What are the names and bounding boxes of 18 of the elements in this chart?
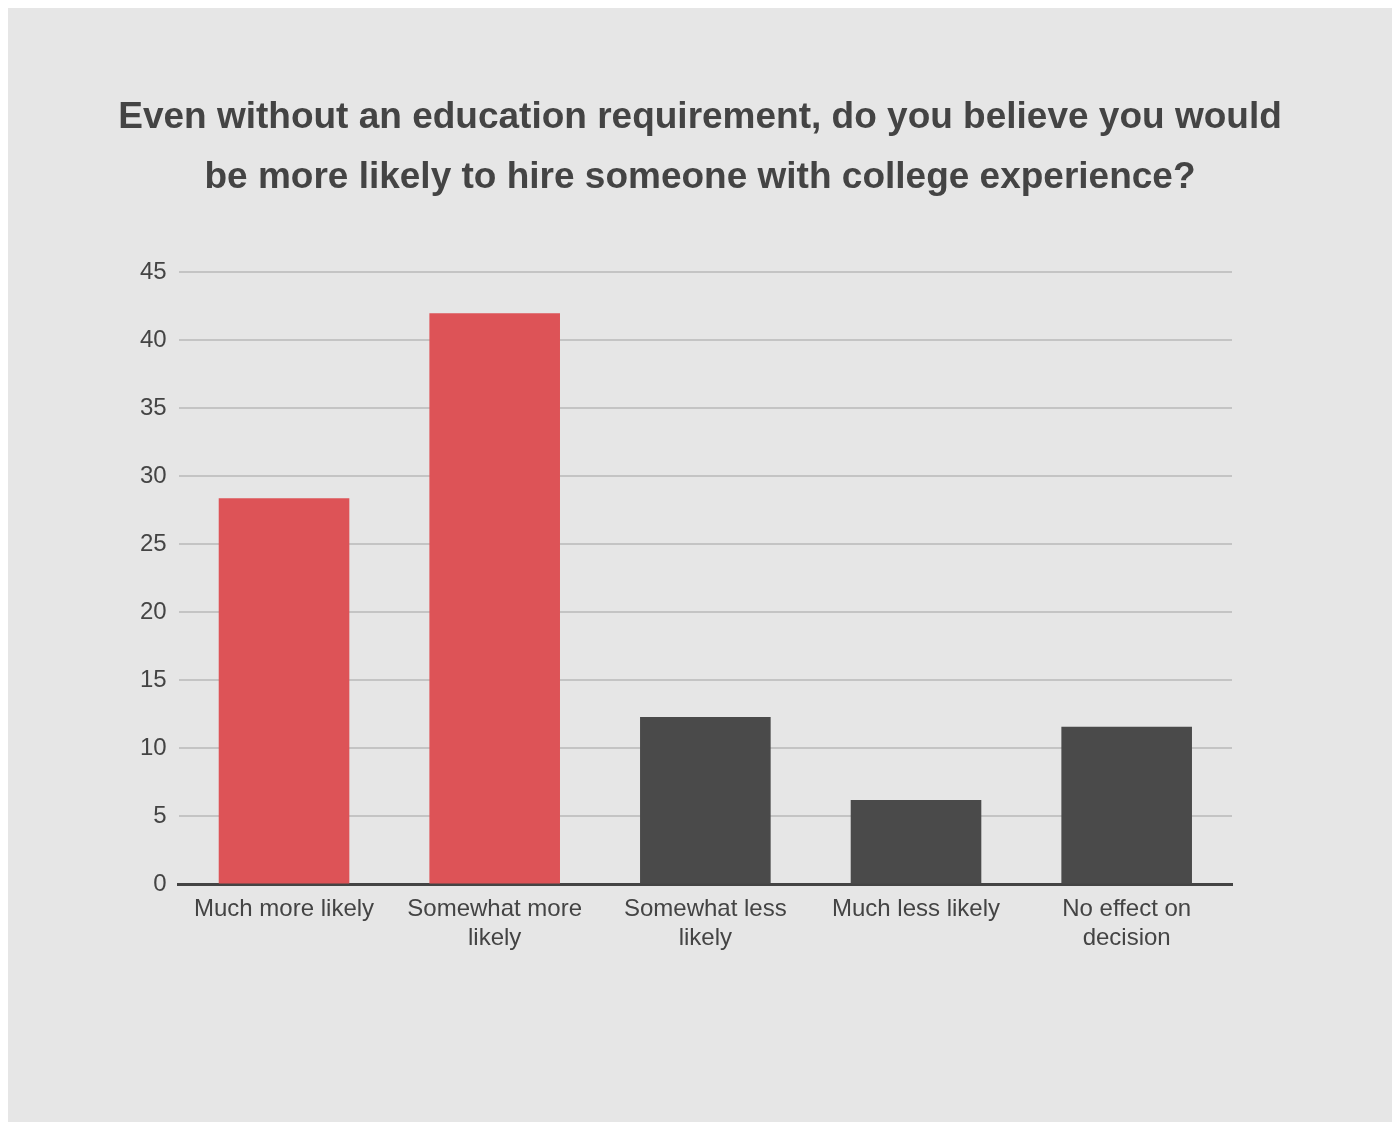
x-tick-label: Much less likely: [831, 894, 1001, 922]
x-tick-label: No effect on decision: [1062, 894, 1192, 951]
x-tick-label: Somewhat more likely: [407, 894, 583, 951]
y-tick-label: 5: [153, 801, 167, 829]
y-tick-label: 15: [139, 665, 167, 693]
y-tick-label: 25: [139, 529, 167, 557]
y-tick-label: 45: [139, 257, 167, 285]
y-tick-label: 40: [139, 325, 167, 353]
y-tick-label: 30: [139, 461, 167, 489]
y-tick-label: 10: [139, 733, 167, 761]
y-tick-label: 0: [153, 869, 167, 897]
bar: [218, 498, 350, 884]
y-tick-label: 20: [139, 597, 167, 625]
x-tick-label: Somewhat less likely: [623, 894, 787, 951]
bar: [429, 313, 560, 884]
chart-title: Even without an education requirement, do you believe you would be more likely to hire someone with college experience?: [117, 94, 1283, 198]
y-tick-label: 35: [139, 393, 167, 421]
x-tick-label: Much more likely: [194, 894, 375, 922]
